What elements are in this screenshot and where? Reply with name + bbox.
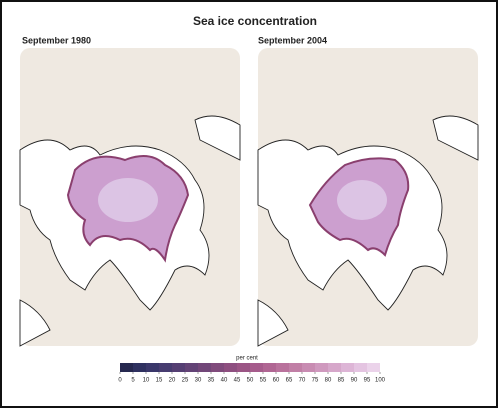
color-bin [185,363,198,372]
ocean [432,115,479,161]
tick-label: 90 [351,378,358,384]
tick-label: 40 [221,378,228,384]
color-bin [354,363,367,372]
tick-label: 50 [247,378,254,384]
tick-label: 25 [182,378,189,384]
color-bin [159,363,172,372]
tick-label: 5 [131,378,135,384]
ocean [194,115,241,161]
tick-label: 85 [338,378,345,384]
tick-label: 75 [312,378,319,384]
panel-label: September 2004 [258,35,327,45]
tick-label: 95 [364,378,371,384]
color-bin [289,363,302,372]
tick-label: 35 [208,378,215,384]
colorbar: 0 5 10 15 20 25 30 35 40 45 50 55 60 65 70 75 80 85 90 95 10… [118,363,386,384]
title: Sea ice concentration [193,14,317,28]
color-bin [263,363,276,372]
map-panel [19,48,241,347]
ocean [257,299,289,347]
color-bin [315,363,328,372]
color-bin [302,363,315,372]
color-bin [211,363,224,372]
tick-label: 10 [143,378,150,384]
tick-label: 30 [195,378,202,384]
color-bin [198,363,211,372]
tick-label: 45 [234,378,241,384]
color-bin [133,363,146,372]
ocean [19,299,51,347]
color-bin [120,363,133,372]
color-bin [146,363,159,372]
color-bin [367,363,380,372]
color-bin [328,363,341,372]
tick-label: 70 [299,378,306,384]
tick-label: 20 [169,378,176,384]
tick-label: 15 [156,378,163,384]
tick-label: 100 [375,378,386,384]
tick-label: 60 [273,378,280,384]
color-bin [276,363,289,372]
tick-label: 80 [325,378,332,384]
tick-label: 65 [286,378,293,384]
color-bin [172,363,185,372]
map-panel [257,48,479,347]
color-bin [341,363,354,372]
color-bin [250,363,263,372]
panel-label: September 1980 [22,35,91,45]
tick-label: 55 [260,378,267,384]
legend-label: per cent [236,356,258,362]
color-bin [224,363,237,372]
sea-ice [337,180,387,220]
tick-label: 0 [118,378,122,384]
sea-ice [98,178,158,222]
color-bin [237,363,250,372]
